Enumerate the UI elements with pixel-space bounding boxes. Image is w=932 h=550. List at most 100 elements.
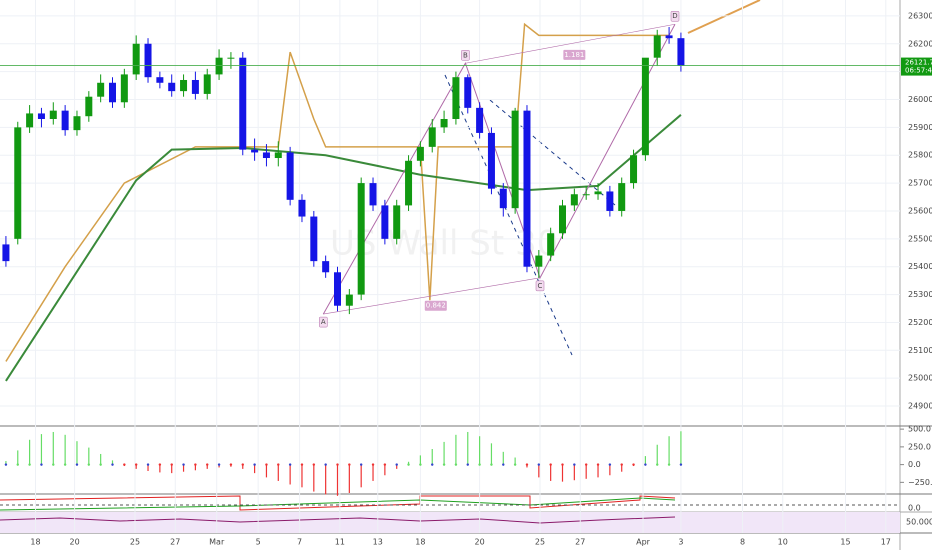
osc-dot [419, 463, 422, 466]
pattern-label-box [670, 10, 680, 22]
projection-line [687, 0, 761, 34]
y-tick-label: 24900 [908, 402, 932, 411]
x-tick-label: 27 [575, 538, 585, 547]
x-tick-label: 20 [475, 538, 485, 547]
osc-dot [502, 463, 505, 466]
osc-dot [288, 463, 292, 466]
indicator-line [5, 114, 682, 382]
trend-line [489, 99, 616, 206]
candle-body [215, 57, 223, 75]
pattern-leg [465, 23, 676, 64]
osc-dot [454, 463, 458, 466]
candle-body [618, 183, 626, 211]
y-tick-label: 25700 [908, 179, 932, 188]
candle-body [274, 152, 282, 159]
osc-dot [431, 463, 434, 466]
x-tick-label: 10 [778, 538, 788, 547]
candle-body [239, 57, 247, 150]
x-tick-label: 17 [881, 538, 891, 547]
watermark: US Wall St 30 [330, 224, 558, 264]
osc-dot [336, 463, 339, 466]
osc-dot [620, 463, 623, 466]
osc-dot [87, 463, 91, 466]
candle-body [144, 43, 152, 78]
x-tick-label: 3 [678, 538, 683, 547]
candle-body [180, 79, 188, 92]
x-tick-label: 20 [70, 538, 80, 547]
pattern-label: A [321, 318, 326, 326]
y-tick-label: 25800 [908, 151, 932, 160]
osc-dot [490, 463, 493, 466]
osc-dot [16, 463, 19, 466]
panel2-line [0, 497, 676, 511]
candle-body [262, 152, 270, 159]
rsi-line [0, 516, 676, 524]
x-tick-label: 5 [256, 538, 261, 547]
candle-body [168, 82, 176, 92]
osc-dot [561, 463, 564, 466]
osc-dot [241, 463, 244, 466]
y-tick-label: 26000 [908, 95, 932, 104]
osc-dot [584, 463, 588, 466]
pattern-label-box [535, 280, 545, 292]
candle-body [156, 77, 164, 83]
candle-body [26, 113, 34, 128]
osc-dot [229, 463, 233, 466]
candle-body [203, 74, 211, 94]
pattern-label: B [463, 51, 468, 59]
pattern-label: C [538, 282, 543, 290]
osc-dot [4, 463, 8, 466]
x-tick-label: 25 [130, 538, 140, 547]
osc-dot [371, 463, 375, 466]
osc-dot [513, 463, 517, 466]
candle-body [665, 35, 673, 39]
candle-body [251, 149, 259, 153]
candle-body [334, 272, 341, 306]
osc-tick-label: 0.0 [908, 460, 921, 469]
y-tick-label: 26200 [908, 39, 932, 48]
candle-body [2, 244, 10, 262]
candle-body [582, 194, 590, 196]
osc-dot [111, 463, 114, 466]
osc-dot [63, 463, 67, 466]
candle-body [97, 82, 105, 97]
candle-body [322, 261, 330, 273]
osc-dot [217, 463, 221, 466]
osc-dot [596, 463, 600, 466]
osc-dot [277, 463, 280, 466]
osc-dot [134, 463, 138, 466]
x-tick-label: 7 [297, 538, 302, 547]
osc-dot [324, 463, 327, 466]
osc-dot [253, 463, 256, 466]
y-tick-label: 25500 [908, 234, 932, 243]
candle-body [511, 110, 519, 209]
candle-body [535, 255, 543, 267]
candle-body [49, 110, 57, 119]
candle-body [120, 74, 128, 103]
pattern-leg [323, 277, 541, 315]
ratio-box [563, 49, 586, 60]
osc-tick-label: 500.0 [908, 425, 931, 434]
y-tick-label: 25900 [908, 123, 932, 132]
osc-dot [170, 463, 173, 466]
candle-body [109, 82, 116, 103]
osc-dot [644, 463, 647, 466]
x-tick-label: 11 [335, 538, 345, 547]
osc-dot [75, 463, 79, 466]
candle-body [61, 110, 69, 131]
osc-dot [206, 463, 209, 466]
candle-body [37, 113, 45, 119]
osc-dot [40, 463, 43, 466]
candle-body [499, 188, 507, 209]
osc-dot [442, 463, 446, 466]
candle-body [452, 77, 460, 119]
osc-dot [182, 463, 185, 466]
candle-body [381, 205, 389, 239]
osc-dot [300, 463, 304, 466]
osc-dot [265, 463, 268, 466]
y-tick-label: 25600 [908, 206, 932, 215]
y-tick-label: 26300 [908, 11, 932, 20]
osc-dot [359, 463, 363, 466]
osc-dot [466, 463, 469, 466]
osc-dot [549, 463, 552, 466]
